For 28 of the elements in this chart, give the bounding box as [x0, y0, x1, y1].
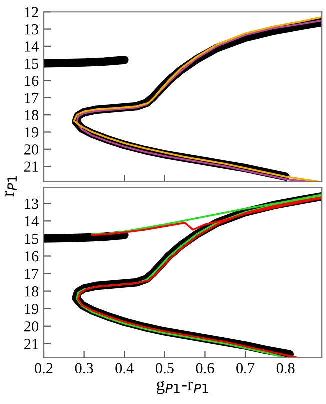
y-tick-label: 13: [25, 24, 39, 35]
y-tick-label: 14: [25, 216, 39, 226]
y-tick-label: 12: [25, 7, 38, 18]
y-tick-label: 14: [25, 42, 39, 52]
y-tick-label: 13: [25, 198, 39, 210]
y-tick-label: 18: [25, 110, 39, 121]
x-tick-label: 0.3: [75, 363, 94, 374]
y-tick-label: 20: [24, 144, 39, 155]
y-tick-label: 21: [24, 339, 38, 350]
y-tick-label: 21: [24, 162, 38, 172]
y-tick-label: 15: [25, 234, 39, 244]
y-tick-label: 16: [25, 76, 39, 86]
x-tick-label: 0.5: [156, 363, 174, 374]
x-tick-label: 0.2: [35, 363, 53, 374]
y-tick-label: 18: [25, 286, 39, 297]
y-tick-label: 17: [25, 93, 39, 104]
y-tick-label: 20: [24, 322, 39, 332]
x-tick-label: 0.7: [236, 363, 255, 374]
x-tick-label: 0.8: [276, 363, 295, 374]
y-tick-label: 15: [25, 58, 39, 70]
y-axis-title: r$_{P1}$: [5, 176, 17, 197]
x-tick-label: 0.6: [196, 363, 214, 374]
y-tick-label: 17: [25, 268, 39, 280]
y-tick-label: 16: [25, 251, 39, 262]
x-axis-title: g$_{P1}$-r$_{P1}$: [156, 381, 208, 394]
y-tick-label: 19: [25, 304, 39, 314]
y-tick-label: 19: [25, 127, 39, 138]
x-tick-label: 0.4: [116, 363, 134, 374]
